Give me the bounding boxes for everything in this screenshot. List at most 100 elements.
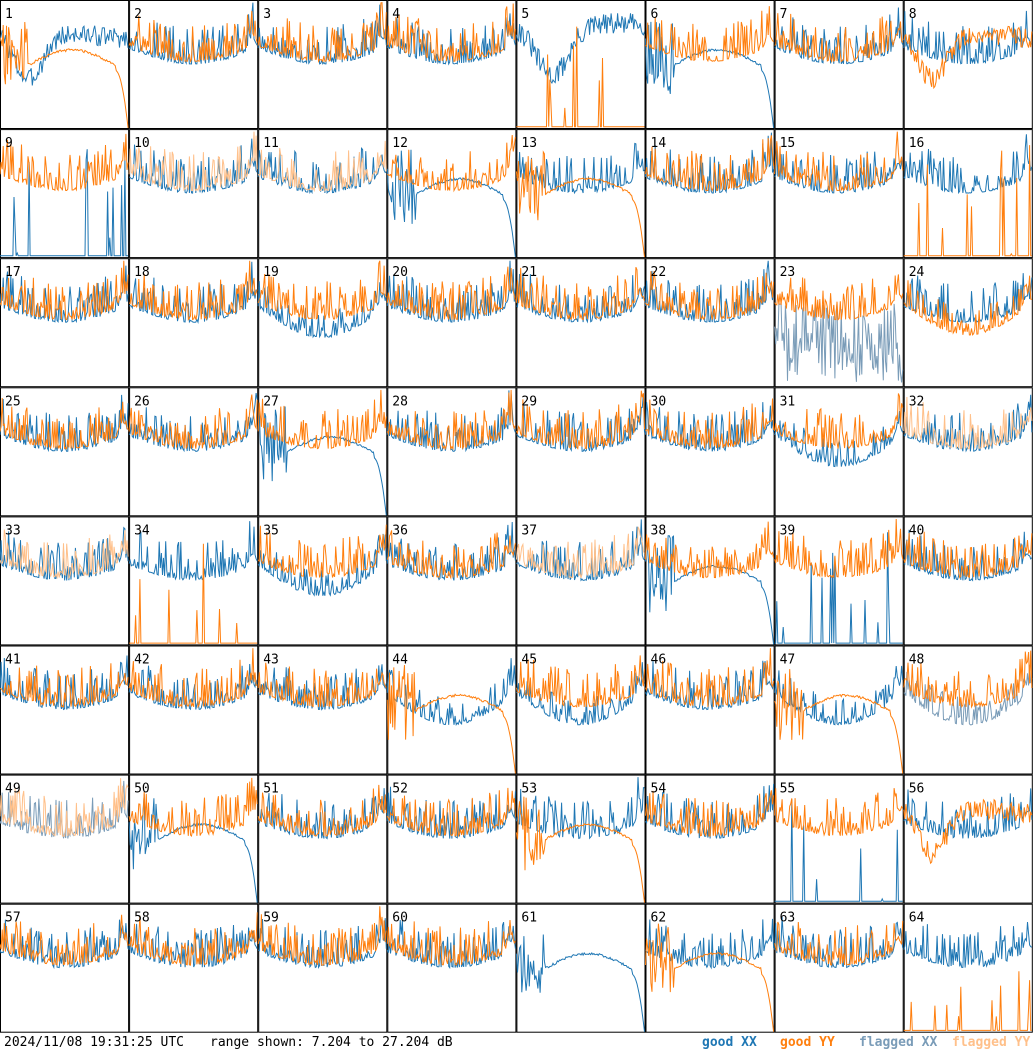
panel-label: 37 [521,523,537,538]
panel-label: 29 [521,394,537,409]
panel-label: 63 [780,911,796,926]
series-xx-line [645,783,775,839]
panel-label: 11 [263,136,279,151]
panel-12: 12 [386,129,517,259]
series-xx-line [516,393,645,453]
series-yy-line [903,650,1033,709]
panel-51: 51 [257,774,388,904]
series-yy-line [386,530,516,580]
series-yy-line [257,389,387,450]
panel-39: 39 [774,516,904,646]
panel-label: 38 [651,523,667,538]
panel-label: 34 [134,523,150,538]
panel-41: 41 [0,645,130,775]
panel-label: 53 [521,782,537,797]
panel-11: 11 [257,129,388,259]
series-yy-line [903,531,1033,579]
series-yy-line [645,648,775,707]
series-xx-line [0,25,129,86]
series-xx-line [903,134,1033,195]
series-xx-line [386,149,516,258]
panel-label: 5 [521,7,529,22]
panel-27: 27 [257,387,388,517]
series-yy-line [515,796,645,903]
panel-label: 54 [651,782,667,797]
panel-22: 22 [645,258,775,388]
series-yy-line [386,389,516,451]
panel-label: 41 [5,653,21,668]
panel-label: 19 [263,265,279,280]
series-yy-line [0,21,129,129]
series-xx-line [774,799,903,902]
panel-53: 53 [515,774,646,904]
panel-44: 44 [386,645,517,775]
series-yy-line [774,274,904,321]
panel-frame [129,0,259,129]
series-yy-line [129,543,258,644]
panel-59: 59 [257,903,388,1033]
panel-2: 2 [128,0,259,129]
series-yy-line [515,390,645,450]
panel-label: 17 [5,265,21,280]
panel-21: 21 [515,258,646,388]
series-xx-line [128,923,258,968]
series-yy-line [128,131,258,192]
series-yy-line [257,140,387,193]
series-xx-line [128,393,258,453]
panel-label: 50 [134,782,150,797]
series-yy-line [903,25,1033,90]
panel-45: 45 [515,645,646,775]
series-xx-line [645,21,775,129]
series-yy-line [257,906,387,966]
panel-frame [903,774,1033,904]
series-yy-line [128,648,258,709]
series-yy-line [0,778,129,837]
panel-47: 47 [774,645,904,775]
panel-frame [516,258,646,388]
series-yy-line [0,914,129,966]
panel-frame [129,903,259,1033]
panel-label: 2 [134,7,142,22]
panel-29: 29 [515,387,646,517]
series-yy-line [903,798,1033,865]
panel-label: 14 [651,136,667,151]
panel-label: 22 [651,265,667,280]
series-yy-line [515,150,645,258]
panel-label: 52 [392,782,408,797]
series-yy-line [903,275,1032,336]
series-yy-line [903,145,1032,257]
panel-52: 52 [386,774,517,904]
series-yy-line [0,663,129,708]
panel-label: 40 [909,523,925,538]
series-yy-line [0,397,129,450]
panel-34: 34 [128,516,259,646]
series-xx-line [903,273,1033,323]
panel-frame [645,258,775,388]
panel-30: 30 [645,387,775,517]
panel-frame [516,129,646,259]
series-xx-line [257,533,387,597]
panel-label: 13 [521,136,537,151]
panel-14: 14 [645,129,775,259]
panel-frame [516,774,646,904]
panel-frame [258,645,388,775]
panel-frame [258,903,388,1033]
panel-frame [645,129,775,259]
panel-label: 61 [521,911,537,926]
panel-frame [387,903,517,1033]
panel-5: 5 [515,0,646,129]
series-xx-line [128,794,258,903]
series-yy-line [0,529,129,580]
panel-label: 64 [909,911,925,926]
panel-label: 1 [5,7,13,22]
panel-62: 62 [645,903,775,1033]
series-yy-line [903,396,1033,450]
series-yy-line [774,13,904,63]
legend-good-xx: good XX [702,1035,757,1050]
panel-label: 56 [909,782,925,797]
series-yy-line [128,777,258,838]
panel-1: 1 [0,0,130,129]
series-xx-line [386,260,516,323]
panel-label: 24 [909,265,925,280]
series-xx-line [516,662,645,726]
